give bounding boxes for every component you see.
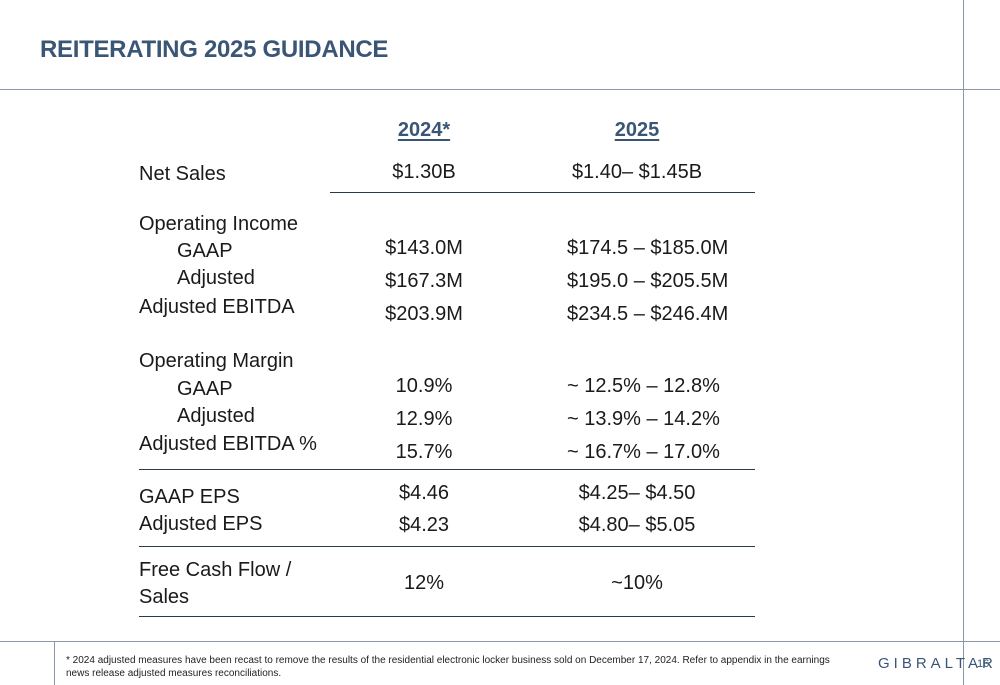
op-income-gaap-2024: $143.0M [385,237,463,259]
adjusted-ebitda-2024: $203.9M [385,303,463,325]
row-label-adjusted-ebitda: Adjusted EBITDA [139,296,295,318]
row-label-op-income-gaap: GAAP [177,240,233,262]
op-income-adjusted-2025: $195.0 – $205.5M [567,270,729,292]
page-title: REITERATING 2025 GUIDANCE [40,36,389,63]
row-label-gaap-eps: GAAP EPS [139,486,240,508]
column-header-2024: 2024* [397,119,451,141]
op-income-gaap-2025: $174.5 – $185.0M [567,237,729,259]
gaap-eps-2025: $4.25– $4.50 [578,482,696,504]
op-margin-gaap-2025: ~ 12.5% – 12.8% [567,375,720,397]
row-label-fcf-line1: Free Cash Flow / [139,559,292,581]
row-label-adjusted-eps: Adjusted EPS [139,513,263,535]
title-divider [0,89,1000,90]
fcf-2025: ~10% [611,572,663,594]
table-rule [330,192,755,193]
net-sales-2024: $1.30B [392,161,456,183]
adjusted-eps-2024: $4.23 [398,514,450,536]
row-label-op-income-adjusted: Adjusted [177,267,255,289]
table-rule [139,469,755,470]
footer-divider [0,641,1000,642]
table-rule [139,616,755,617]
company-logo: GIBRALTAR [878,655,997,672]
gaap-eps-2024: $4.46 [398,482,450,504]
table-rule [139,546,755,547]
column-header-2025: 2025 [614,119,660,141]
right-divider [963,0,964,685]
adjusted-eps-2025: $4.80– $5.05 [578,514,696,536]
footer-left-divider [54,641,55,685]
op-income-adjusted-2024: $167.3M [385,270,463,292]
row-label-fcf-line2: Sales [139,586,190,608]
op-margin-adjusted-2025: ~ 13.9% – 14.2% [567,408,720,430]
fcf-2024: 12% [403,572,445,594]
footnote: * 2024 adjusted measures have been recas… [66,655,830,679]
row-label-operating-income: Operating Income [139,213,298,235]
row-label-net-sales: Net Sales [139,163,226,185]
adjusted-ebitda-pct-2025: ~ 16.7% – 17.0% [567,441,720,463]
op-margin-adjusted-2024: 12.9% [395,408,453,430]
page-number: 16 [977,658,990,670]
row-label-op-margin-gaap: GAAP [177,378,233,400]
op-margin-gaap-2024: 10.9% [395,375,453,397]
row-label-adjusted-ebitda-pct: Adjusted EBITDA % [139,433,317,455]
row-label-op-margin-adjusted: Adjusted [177,405,255,427]
net-sales-2025: $1.40– $1.45B [571,161,703,183]
row-label-operating-margin: Operating Margin [139,350,294,372]
adjusted-ebitda-pct-2024: 15.7% [395,441,453,463]
adjusted-ebitda-2025: $234.5 – $246.4M [567,303,729,325]
